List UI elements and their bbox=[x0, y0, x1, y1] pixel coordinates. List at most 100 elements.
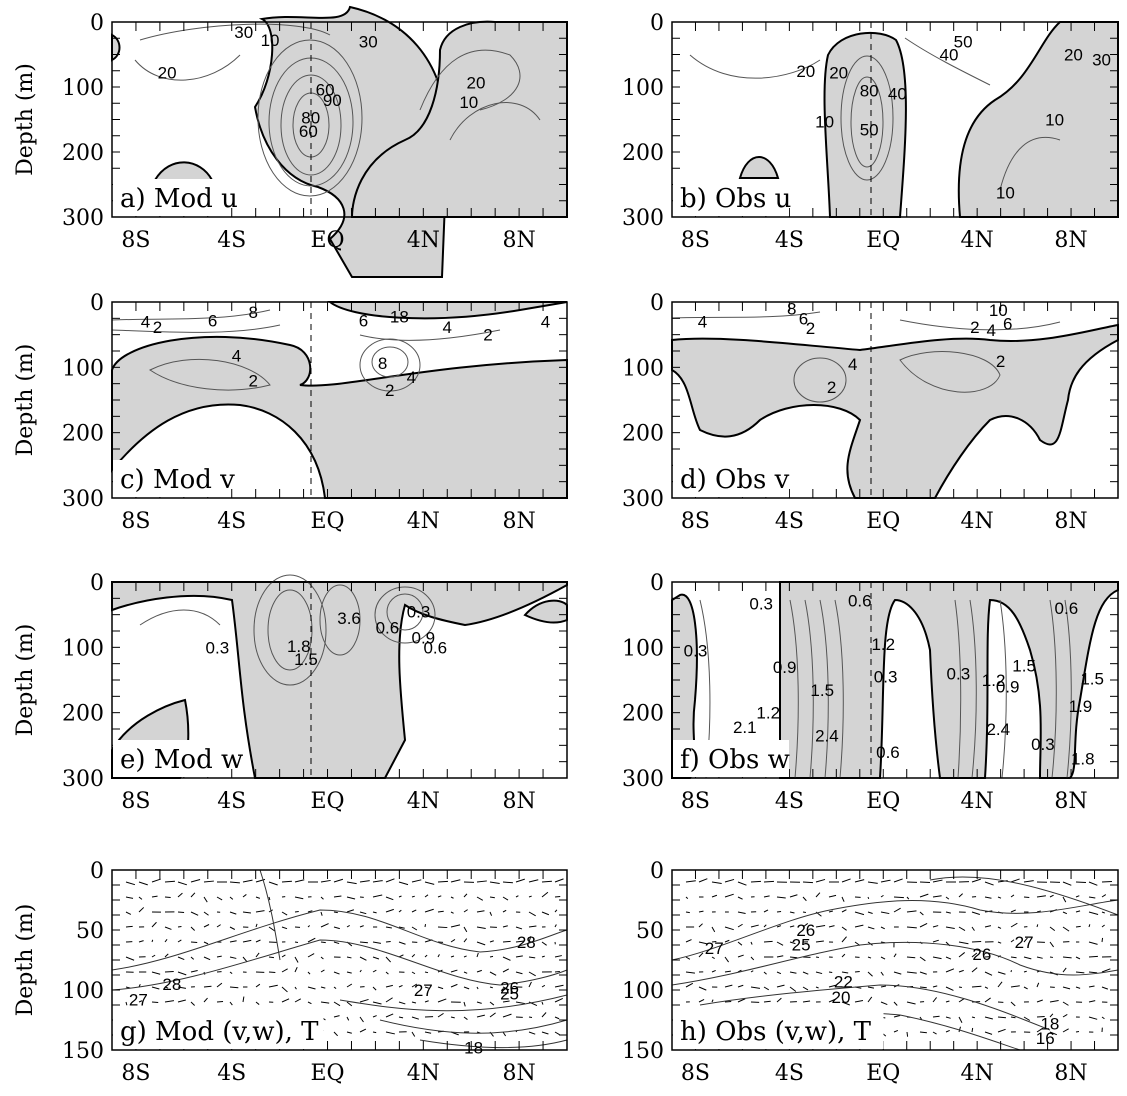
velocity-vector bbox=[880, 971, 884, 976]
velocity-vector bbox=[255, 923, 258, 928]
contour-label: 1.8 bbox=[1071, 749, 1095, 768]
x-tick-label: 8S bbox=[681, 509, 710, 534]
velocity-vector bbox=[1010, 878, 1020, 883]
velocity-vector bbox=[958, 998, 965, 1003]
x-tick-label: 8N bbox=[502, 789, 535, 814]
panel-d bbox=[671, 302, 1119, 499]
velocity-vector bbox=[789, 894, 798, 898]
velocity-vector bbox=[203, 896, 208, 903]
velocity-vector bbox=[1049, 926, 1056, 932]
velocity-vector bbox=[711, 969, 716, 973]
velocity-vector bbox=[463, 893, 468, 898]
velocity-vector bbox=[346, 881, 357, 885]
velocity-vector bbox=[268, 971, 276, 974]
velocity-vector bbox=[1075, 971, 1085, 974]
velocity-vector bbox=[125, 925, 133, 928]
contour-label: 6 bbox=[799, 309, 808, 328]
velocity-vector bbox=[502, 909, 507, 913]
velocity-vector bbox=[1023, 986, 1028, 990]
velocity-vector bbox=[424, 986, 429, 989]
velocity-vector bbox=[984, 896, 992, 899]
velocity-vector bbox=[984, 1031, 993, 1035]
contour-label: 0.3 bbox=[684, 642, 708, 661]
velocity-vector bbox=[450, 896, 454, 899]
velocity-vector bbox=[685, 971, 695, 974]
contour-label: 10 bbox=[1045, 111, 1064, 130]
velocity-vector bbox=[190, 1001, 195, 1006]
velocity-vector bbox=[216, 896, 223, 901]
contour-label: 40 bbox=[888, 85, 907, 104]
velocity-vector bbox=[945, 1016, 951, 1019]
velocity-vector bbox=[281, 998, 290, 1003]
velocity-vector bbox=[971, 911, 980, 915]
velocity-vector bbox=[711, 940, 717, 943]
velocity-vector bbox=[724, 878, 735, 883]
velocity-vector bbox=[1075, 895, 1080, 898]
velocity-vector bbox=[190, 956, 195, 960]
velocity-vector bbox=[554, 970, 560, 973]
velocity-vector bbox=[737, 896, 743, 900]
contour-label: 4 bbox=[407, 368, 416, 387]
velocity-vector bbox=[515, 926, 523, 930]
contour-label: 20 bbox=[832, 988, 851, 1007]
velocity-vector bbox=[528, 971, 536, 977]
velocity-vector bbox=[450, 1016, 455, 1019]
panel-title: g) Mod (v,w), T bbox=[120, 1017, 319, 1047]
y-tick-label: 100 bbox=[622, 356, 664, 381]
contour-label: 25 bbox=[500, 985, 519, 1004]
velocity-vector bbox=[711, 881, 722, 884]
velocity-vector bbox=[1101, 880, 1112, 883]
x-tick-label: 4S bbox=[217, 228, 246, 253]
velocity-vector bbox=[867, 881, 878, 884]
velocity-vector bbox=[307, 937, 316, 943]
velocity-vector bbox=[1010, 894, 1015, 898]
contour-label: 20 bbox=[467, 73, 486, 92]
contour-label: 2 bbox=[249, 371, 258, 390]
x-tick-label: 8N bbox=[502, 509, 535, 534]
velocity-vector bbox=[255, 939, 261, 943]
x-tick-label: 4N bbox=[961, 228, 994, 253]
velocity-vector bbox=[164, 896, 171, 899]
velocity-vector bbox=[359, 880, 370, 883]
velocity-vector bbox=[750, 970, 754, 973]
velocity-vector bbox=[1062, 896, 1067, 903]
velocity-vector bbox=[932, 1015, 940, 1018]
velocity-vector bbox=[372, 986, 377, 991]
velocity-vector bbox=[385, 1031, 395, 1035]
velocity-vector bbox=[867, 971, 873, 977]
velocity-vector bbox=[372, 880, 383, 883]
velocity-vector bbox=[554, 955, 562, 958]
velocity-vector bbox=[932, 895, 942, 898]
velocity-vector bbox=[932, 997, 937, 1003]
contour-label: 90 bbox=[323, 91, 342, 110]
velocity-vector bbox=[854, 970, 860, 973]
velocity-vector bbox=[997, 981, 1003, 988]
velocity-vector bbox=[971, 952, 978, 958]
velocity-vector bbox=[346, 896, 356, 900]
y-axis-label: Depth (m) bbox=[13, 624, 38, 737]
y-tick-label: 100 bbox=[62, 979, 104, 1004]
y-tick-label: 200 bbox=[622, 141, 664, 166]
velocity-vector bbox=[216, 924, 221, 928]
velocity-vector bbox=[763, 895, 770, 898]
contour-label: 0.9 bbox=[996, 678, 1020, 697]
velocity-vector bbox=[932, 939, 939, 943]
velocity-vector bbox=[385, 971, 389, 975]
velocity-vector bbox=[971, 1016, 975, 1019]
velocity-vector bbox=[125, 896, 134, 899]
y-tick-label: 200 bbox=[62, 422, 104, 447]
velocity-vector bbox=[880, 985, 887, 988]
panel-title: a) Mod u bbox=[120, 184, 238, 214]
velocity-vector bbox=[164, 1000, 175, 1003]
velocity-vector bbox=[1062, 911, 1068, 915]
x-tick-label: 8S bbox=[681, 789, 710, 814]
velocity-vector bbox=[450, 879, 461, 883]
velocity-vector bbox=[841, 926, 847, 931]
contour-label: 18 bbox=[390, 307, 409, 326]
contour-label: 0.6 bbox=[876, 743, 900, 762]
velocity-vector bbox=[333, 1001, 341, 1007]
velocity-vector bbox=[229, 911, 237, 915]
panel-b-contours bbox=[689, 37, 1061, 191]
velocity-vector bbox=[242, 879, 253, 883]
y-tick-label: 200 bbox=[622, 422, 664, 447]
